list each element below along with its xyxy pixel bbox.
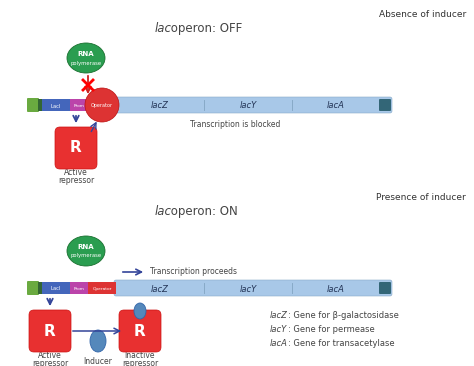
Text: Inactive: Inactive bbox=[125, 351, 155, 360]
Text: Transcription proceeds: Transcription proceeds bbox=[150, 268, 237, 276]
Text: Inducer: Inducer bbox=[83, 357, 112, 366]
FancyBboxPatch shape bbox=[379, 99, 391, 111]
Bar bbox=[42, 99, 70, 111]
Text: repressor: repressor bbox=[32, 359, 68, 366]
FancyBboxPatch shape bbox=[27, 98, 39, 112]
Text: Presence of inducer: Presence of inducer bbox=[376, 193, 466, 202]
Text: Absence of inducer: Absence of inducer bbox=[379, 10, 466, 19]
Text: : Gene for transacetylase: : Gene for transacetylase bbox=[288, 339, 395, 348]
Text: lacZ: lacZ bbox=[151, 284, 169, 294]
Ellipse shape bbox=[90, 330, 106, 352]
Text: polymerase: polymerase bbox=[71, 254, 101, 258]
FancyBboxPatch shape bbox=[114, 97, 392, 113]
Text: lacY: lacY bbox=[239, 284, 256, 294]
Ellipse shape bbox=[134, 303, 146, 319]
FancyBboxPatch shape bbox=[29, 310, 71, 352]
Text: R: R bbox=[44, 324, 56, 339]
FancyBboxPatch shape bbox=[27, 281, 39, 295]
Ellipse shape bbox=[67, 236, 105, 266]
Text: repressor: repressor bbox=[122, 359, 158, 366]
Ellipse shape bbox=[85, 88, 119, 122]
Text: lacA: lacA bbox=[327, 284, 345, 294]
Text: Active: Active bbox=[64, 168, 88, 177]
Bar bbox=[70, 99, 88, 111]
Ellipse shape bbox=[67, 43, 105, 73]
Text: Operator: Operator bbox=[92, 287, 112, 291]
Text: : Gene for β-galactosidase: : Gene for β-galactosidase bbox=[288, 311, 399, 320]
Text: LacI: LacI bbox=[51, 104, 61, 108]
Text: Transcription is blocked: Transcription is blocked bbox=[190, 120, 280, 129]
Text: lac: lac bbox=[155, 205, 172, 218]
Text: operon: ON: operon: ON bbox=[167, 205, 238, 218]
Text: lacY: lacY bbox=[270, 325, 287, 334]
Bar bbox=[70, 282, 88, 294]
Text: R: R bbox=[134, 324, 146, 339]
Bar bbox=[38, 99, 42, 111]
Text: : Gene for permease: : Gene for permease bbox=[288, 325, 375, 334]
Text: lacY: lacY bbox=[239, 101, 256, 111]
Text: Active: Active bbox=[38, 351, 62, 360]
Text: polymerase: polymerase bbox=[71, 60, 101, 66]
Text: repressor: repressor bbox=[58, 176, 94, 185]
Bar bbox=[88, 282, 116, 294]
Text: lac: lac bbox=[155, 22, 172, 35]
Text: lacZ: lacZ bbox=[151, 101, 169, 111]
FancyBboxPatch shape bbox=[379, 282, 391, 294]
Text: LacI: LacI bbox=[51, 287, 61, 291]
Text: Prom: Prom bbox=[73, 104, 84, 108]
Text: RNA: RNA bbox=[78, 51, 94, 57]
Text: RNA: RNA bbox=[78, 244, 94, 250]
Text: Operator: Operator bbox=[91, 104, 113, 108]
Text: lacA: lacA bbox=[270, 339, 288, 348]
FancyBboxPatch shape bbox=[114, 280, 392, 296]
FancyBboxPatch shape bbox=[119, 310, 161, 352]
FancyBboxPatch shape bbox=[55, 127, 97, 169]
Bar bbox=[42, 282, 70, 294]
Text: operon: OFF: operon: OFF bbox=[167, 22, 242, 35]
Text: lacA: lacA bbox=[327, 101, 345, 111]
Text: Prom: Prom bbox=[73, 287, 84, 291]
Text: R: R bbox=[70, 141, 82, 156]
Text: lacZ: lacZ bbox=[270, 311, 288, 320]
Bar bbox=[38, 282, 42, 294]
